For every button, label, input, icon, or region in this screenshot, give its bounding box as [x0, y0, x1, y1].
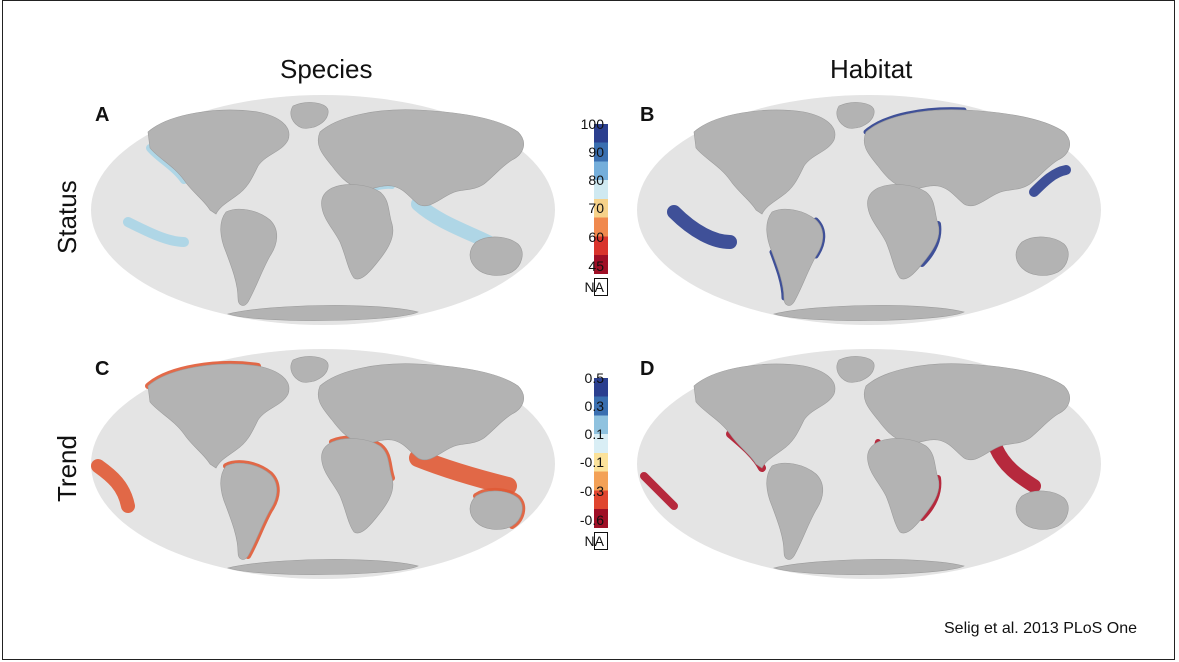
map-species-trend [91, 349, 555, 579]
status-tick-60: 60 [588, 229, 604, 245]
north-america [147, 109, 290, 215]
map-habitat-trend [637, 349, 1101, 579]
trend-tick-0.1: 0.1 [584, 426, 604, 442]
status-tick-80: 80 [588, 172, 604, 188]
greenland [836, 356, 875, 383]
africa [321, 438, 394, 534]
panel-letter-d: D [640, 358, 655, 380]
status-tick-90: 90 [588, 144, 604, 160]
greenland [290, 102, 329, 129]
status-tick-na: NA [584, 279, 604, 295]
north-america [147, 363, 290, 469]
column-title-species: Species [280, 54, 373, 84]
trend-tick-0.5: 0.5 [584, 370, 604, 386]
coastal-score-band [640, 472, 678, 510]
column-title-habitat: Habitat [830, 54, 913, 84]
north-america [693, 363, 836, 469]
africa [867, 438, 940, 534]
row-title-trend: Trend [52, 435, 82, 502]
status-color-bar [594, 124, 608, 274]
source-credit: Selig et al. 2013 PLoS One [944, 620, 1138, 637]
panel-letter-b: B [640, 104, 655, 126]
panel-letter-c: C [95, 358, 110, 380]
panel-letter-a: A [95, 104, 110, 126]
coastal-score-band [91, 459, 135, 513]
antarctica [226, 305, 419, 321]
australia [469, 490, 523, 530]
trend-na-swatch [594, 532, 608, 550]
status-legend: 100 90 80 70 60 45 NA [566, 116, 630, 306]
antarctica [226, 559, 419, 575]
trend-tick-minus-0.6: -0.6 [579, 512, 604, 528]
status-tick-70: 70 [588, 200, 604, 216]
south-america [220, 462, 278, 560]
row-title-status: Status [52, 180, 82, 254]
australia [1015, 490, 1069, 530]
coastal-score-band [667, 205, 737, 249]
map-species-status [91, 95, 555, 325]
trend-color-bar [594, 378, 608, 528]
south-america [766, 208, 824, 306]
trend-tick-na: NA [584, 533, 604, 549]
trend-tick-0.3: 0.3 [584, 398, 604, 414]
antarctica [772, 559, 965, 575]
south-america [220, 208, 278, 306]
coastal-score-band [1029, 165, 1071, 197]
coastal-score-band [123, 217, 189, 247]
south-america [766, 462, 824, 560]
trend-tick-minus-0.3: -0.3 [579, 483, 604, 499]
status-tick-45: 45 [588, 258, 604, 274]
coastal-score-band [989, 441, 1041, 493]
status-na-swatch [594, 278, 608, 296]
coastal-score-band [409, 449, 517, 495]
north-america [693, 109, 836, 215]
greenland [290, 356, 329, 383]
trend-tick-minus-0.1: -0.1 [579, 454, 604, 470]
australia [1015, 236, 1069, 276]
australia [469, 236, 523, 276]
greenland [836, 102, 875, 129]
antarctica [772, 305, 965, 321]
status-tick-100: 100 [580, 116, 604, 132]
africa [867, 184, 940, 280]
africa [321, 184, 394, 280]
trend-legend: 0.5 0.3 0.1 -0.1 -0.3 -0.6 NA [566, 370, 630, 560]
map-habitat-status [637, 95, 1101, 325]
